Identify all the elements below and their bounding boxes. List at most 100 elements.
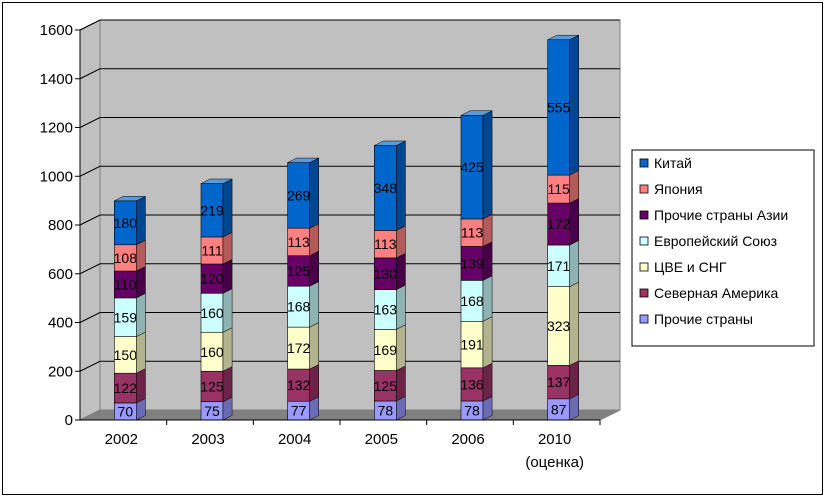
- x-tick-label: 2006: [451, 431, 484, 448]
- y-tick-label: 0: [65, 412, 73, 429]
- bar-segment-side: [482, 213, 493, 247]
- y-tick-label: 800: [48, 217, 73, 234]
- gridline: [79, 117, 620, 128]
- data-label: 122: [114, 380, 138, 396]
- gridline: [79, 360, 620, 372]
- data-label: 168: [287, 299, 311, 315]
- x-tick-label: 2003: [191, 431, 224, 448]
- bar-stack-2005: 78 125 169 163 130 113 348: [374, 140, 406, 421]
- legend-swatch: [639, 158, 649, 168]
- data-label: 180: [114, 215, 138, 231]
- x-tick-label: 2010: [538, 431, 571, 448]
- gridline: [79, 263, 620, 275]
- legend-entry: Северная Америка: [654, 285, 779, 301]
- legend-entry: Китай: [654, 155, 692, 171]
- y-tick-label: 1600: [40, 22, 73, 39]
- bar-segment-side: [222, 259, 233, 294]
- bar-segment-side: [222, 288, 233, 333]
- bar-segment-side: [482, 362, 493, 402]
- data-label: 555: [547, 99, 571, 115]
- data-label: 120: [200, 271, 224, 287]
- x-tick-label: 2002: [105, 431, 138, 448]
- floor: [79, 409, 621, 421]
- data-label: 125: [200, 378, 224, 394]
- legend-swatch: [639, 262, 649, 272]
- data-label: 137: [547, 374, 571, 390]
- data-label: 130: [374, 266, 398, 282]
- data-label: 78: [464, 402, 480, 418]
- y-tick-label: 600: [48, 266, 73, 283]
- data-label: 219: [200, 202, 224, 218]
- bar-segment-side: [309, 364, 320, 402]
- gridline: [79, 68, 620, 80]
- legend-box: [631, 149, 815, 347]
- y-tick-label: 1400: [40, 71, 73, 88]
- bar-segment-side: [569, 198, 580, 246]
- bar-top: [374, 140, 406, 146]
- bar-top: [547, 34, 579, 40]
- data-label: 348: [374, 180, 398, 196]
- y-tick-label: 1000: [40, 168, 73, 185]
- bar-segment-side: [396, 365, 406, 402]
- data-label: 159: [114, 309, 138, 325]
- bar-top: [287, 157, 319, 163]
- data-label: 125: [287, 263, 311, 279]
- y-tick-label: 400: [48, 315, 73, 332]
- legend-entry: Прочие страны: [654, 311, 753, 327]
- gridlines: [79, 19, 620, 372]
- bar-segment-side: [569, 34, 580, 176]
- bar-segment-side: [136, 368, 146, 404]
- data-label: 139: [460, 255, 484, 271]
- bar-top: [114, 196, 146, 202]
- data-label: 163: [374, 301, 398, 317]
- bar-segment-side: [309, 250, 320, 287]
- bar-segment-side: [309, 157, 320, 229]
- bar-top: [460, 110, 493, 116]
- bar-segment-side: [222, 366, 233, 403]
- bar-segment-side: [136, 239, 146, 272]
- bar-segment-side: [222, 327, 233, 372]
- bar-segment-side: [569, 240, 580, 288]
- data-label: 125: [374, 378, 398, 394]
- bar-segment-side: [482, 275, 493, 322]
- bar-segment-side: [309, 322, 320, 370]
- bar-segment-side: [222, 231, 233, 265]
- data-label: 78: [378, 402, 394, 418]
- data-label: 113: [461, 225, 484, 241]
- data-label: 70: [118, 403, 134, 419]
- bar-segment-side: [309, 223, 320, 257]
- data-label: 172: [287, 340, 311, 356]
- data-label: 191: [460, 337, 484, 353]
- bar-segment-side: [482, 316, 493, 369]
- bar-segment-side: [136, 195, 146, 246]
- bar-segment-side: [569, 360, 580, 400]
- bar-segment-side: [396, 225, 406, 259]
- gridline: [79, 165, 620, 177]
- bar-segment-side: [569, 281, 580, 366]
- data-label: 169: [374, 342, 398, 358]
- bar-segment-side: [136, 292, 146, 338]
- data-label: 160: [200, 305, 224, 321]
- bar-segment-side: [569, 170, 580, 204]
- bar-stack-2006: 78 136 191 168 139 113 425: [460, 110, 493, 421]
- legend-swatch: [639, 236, 649, 246]
- bar-stack-2002: 70 122 150 159 110 108 180: [114, 195, 146, 421]
- legend: Китай Япония Прочие страны Азии Европейский…: [631, 149, 815, 347]
- bar-segment-side: [396, 324, 406, 371]
- bar-segment-side: [396, 252, 406, 290]
- data-label: 77: [291, 403, 307, 419]
- bar-segment-side: [482, 241, 493, 281]
- chart-walls: [79, 19, 621, 421]
- data-label: 150: [114, 347, 138, 363]
- x-axis: 2002 2003 2004 2005 2006 2010 (оценка): [80, 419, 601, 471]
- data-label: 160: [200, 344, 224, 360]
- bar-segment-side: [136, 331, 146, 374]
- data-label: 87: [551, 401, 567, 417]
- bar-segment-side: [136, 266, 146, 299]
- legend-swatch: [639, 288, 649, 298]
- legend-entry: Прочие страны Азии: [654, 207, 788, 223]
- data-label: 111: [201, 242, 222, 258]
- bar-top: [200, 178, 233, 184]
- data-label: 323: [547, 318, 571, 334]
